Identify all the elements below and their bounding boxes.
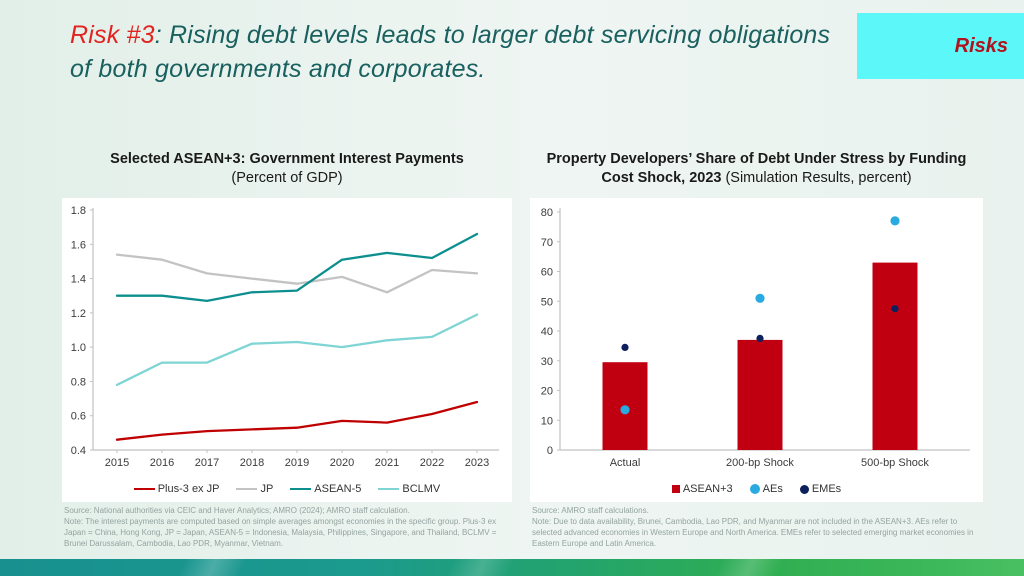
svg-text:60: 60 [541,267,553,279]
right-chart-footnote: Source: AMRO staff calculations. Note: D… [532,505,987,549]
left-chart-title-main: Selected ASEAN+3: Government Interest Pa… [110,151,464,167]
dot-swatch-icon [799,484,809,494]
svg-text:2015: 2015 [105,457,129,469]
svg-text:1.2: 1.2 [71,308,86,320]
right-chart-note: Note: Due to data availability, Brunei, … [532,517,974,549]
legend-label: AEs [762,483,783,495]
svg-text:80: 80 [541,207,553,219]
legend-label: Plus-3 ex JP [157,483,220,495]
line-swatch-icon [290,487,312,491]
right-chart-title: Property Developers’ Share of Debt Under… [530,150,983,188]
legend-label: JP [260,483,274,495]
svg-text:1.8: 1.8 [71,205,86,217]
left-chart-footnote: Source: National authorities via CEIC an… [64,505,511,549]
legend-item: AEs [749,483,783,495]
left-chart-title-sub: (Percent of GDP) [231,170,343,186]
dot-swatch-icon [749,484,760,494]
bar-swatch-icon [671,485,680,493]
svg-text:2020: 2020 [330,457,354,469]
svg-text:50: 50 [541,296,553,308]
right-chart-source: Source: AMRO staff calculations. [532,506,649,515]
footer-decorative-band [0,559,1024,576]
svg-text:0: 0 [547,445,553,457]
slide-title-text: : Rising debt levels leads to larger deb… [70,21,831,83]
right-chart-legend: ASEAN+3 AEs EMEs [530,483,983,495]
legend-label: ASEAN+3 [682,483,733,495]
svg-text:0.8: 0.8 [71,376,86,388]
left-chart-note: Note: The interest payments are computed… [64,517,497,549]
svg-text:70: 70 [541,237,553,249]
svg-text:2019: 2019 [285,457,309,469]
legend-item: BCLMV [378,483,440,495]
svg-text:200-bp Shock: 200-bp Shock [726,457,794,469]
svg-text:1.4: 1.4 [71,274,86,286]
slide-title: Risk #3: Rising debt levels leads to lar… [70,18,850,86]
left-chart-source: Source: National authorities via CEIC an… [64,506,410,515]
svg-text:2023: 2023 [465,457,489,469]
left-chart-title: Selected ASEAN+3: Government Interest Pa… [62,150,512,188]
svg-text:2022: 2022 [420,457,444,469]
right-chart-panel: 0 10 20 30 40 50 60 70 80 Actual 200-bp Shock 500-b… [530,198,983,502]
line-swatch-icon [236,487,258,491]
svg-text:0.6: 0.6 [71,411,86,423]
svg-text:20: 20 [541,386,553,398]
right-chart-title-main: Property Developers’ Share of Debt Under… [546,151,967,186]
svg-text:2016: 2016 [150,457,174,469]
legend-item: JP [236,483,273,495]
svg-text:2017: 2017 [195,457,219,469]
svg-text:1.6: 1.6 [71,239,86,251]
legend-item: ASEAN+3 [671,483,733,495]
bar-chart: 0 10 20 30 40 50 60 70 80 Actual 200-bp Shock 500-b… [530,198,983,475]
svg-text:10: 10 [541,415,553,427]
line-chart: 0.4 0.6 0.8 1.0 1.2 1.4 1.6 1.8 2015 2016 2017 2018… [62,198,512,475]
right-chart-title-sub: (Simulation Results, percent) [725,170,912,186]
line-swatch-icon [133,487,155,491]
legend-label: BCLMV [402,483,441,495]
svg-text:1.0: 1.0 [71,342,86,354]
legend-item: EMEs [799,483,842,495]
svg-text:Actual: Actual [610,457,641,469]
legend-item: Plus-3 ex JP [133,483,220,495]
legend-label: EMEs [811,483,842,495]
slide-title-risk-label: Risk #3 [70,21,155,49]
legend-label: ASEAN-5 [314,483,362,495]
risks-tab[interactable]: Risks [857,13,1024,79]
left-chart-legend: Plus-3 ex JP JP ASEAN-5 BCLMV [62,483,512,495]
svg-text:30: 30 [541,356,553,368]
line-swatch-icon [378,487,400,491]
svg-text:2018: 2018 [240,457,264,469]
svg-text:500-bp Shock: 500-bp Shock [861,457,929,469]
svg-text:2021: 2021 [375,457,399,469]
svg-text:0.4: 0.4 [71,445,86,457]
risks-tab-label: Risks [954,34,1008,57]
svg-text:40: 40 [541,326,553,338]
legend-item: ASEAN-5 [290,483,361,495]
left-chart-panel: 0.4 0.6 0.8 1.0 1.2 1.4 1.6 1.8 2015 2016 2017 2018… [62,198,512,502]
